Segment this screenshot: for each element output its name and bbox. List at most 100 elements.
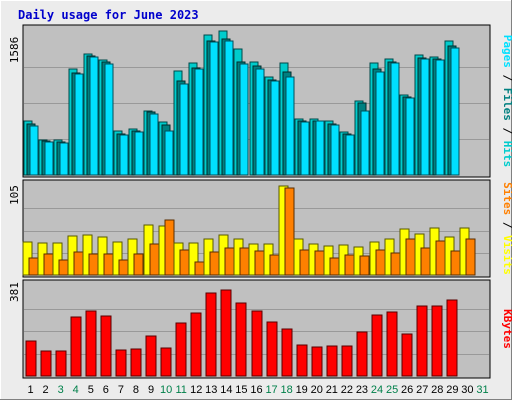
bar-sites-day-25: Sites 25: 26 <box>390 252 401 276</box>
side-label-kbytes: KBytes <box>501 309 512 349</box>
bar-pages-day-23: Pages 23: 710 <box>360 110 370 176</box>
bar-kbytes-day-23: KBytes 23: 187 <box>356 331 368 377</box>
chart-panels: 1586Hits 1: 590Files 1: 560Pages 1: 540H… <box>8 24 512 379</box>
bar-pages-day-5: Pages 5: 1300 <box>89 56 99 176</box>
bar-sites-day-12: Sites 12: 15 <box>194 261 205 276</box>
bar-kbytes-day-4: KBytes 4: 250 <box>70 316 82 377</box>
day-label-17: 17 <box>265 384 277 396</box>
bar-pages-day-10: Pages 10: 480 <box>164 130 174 176</box>
ymax-label-kbytes: 381 <box>8 282 21 302</box>
bar-pages-day-11: Pages 11: 1000 <box>179 83 189 176</box>
bar-kbytes-day-14: KBytes 14: 366 <box>220 289 232 377</box>
bar-kbytes-day-19: KBytes 19: 132 <box>296 344 308 377</box>
side-label-part: Visits <box>501 235 512 275</box>
bar-sites-day-5: Sites 5: 25 <box>88 253 99 276</box>
bar-kbytes-day-16: KBytes 16: 275 <box>251 310 263 377</box>
bar-sites-day-19: Sites 19: 30 <box>299 249 310 276</box>
bar-sites-day-28: Sites 28: 40 <box>435 240 446 276</box>
bar-pages-day-1: Pages 1: 540 <box>29 125 39 176</box>
bar-sites-day-17: Sites 17: 24 <box>269 254 280 276</box>
bar-visits-day-12: Visits 12: 38 <box>188 242 199 276</box>
bar-kbytes-day-17: KBytes 17: 230 <box>266 321 278 377</box>
bar-kbytes-day-26: KBytes 26: 178 <box>401 333 413 377</box>
bar-sites-day-29: Sites 29: 28 <box>450 250 461 276</box>
side-label-part: Files <box>501 88 512 121</box>
bar-sites-day-20: Sites 20: 28 <box>314 250 325 276</box>
side-label-part: Hits <box>501 141 512 168</box>
bar-kbytes-day-18: KBytes 18: 201 <box>281 328 293 377</box>
day-label-15: 15 <box>235 384 247 396</box>
day-label-28: 28 <box>431 384 443 396</box>
bar-sites-day-18: Sites 18: 103 <box>284 187 295 276</box>
bar-sites-day-27: Sites 27: 32 <box>420 247 431 276</box>
bar-pages-day-7: Pages 7: 440 <box>119 134 129 176</box>
bar-pages-day-14: Pages 14: 1480 <box>224 40 234 176</box>
bar-sites-day-4: Sites 4: 27 <box>73 251 84 276</box>
bar-sites-day-16: Sites 16: 28 <box>254 250 265 276</box>
day-label-6: 6 <box>103 384 109 396</box>
bar-kbytes-day-8: KBytes 8: 113 <box>130 348 142 377</box>
day-label-5: 5 <box>88 384 94 396</box>
bar-sites-day-15: Sites 15: 32 <box>239 247 250 276</box>
day-label-9: 9 <box>148 384 154 396</box>
bar-sites-day-6: Sites 6: 25 <box>103 253 114 276</box>
day-label-31: 31 <box>476 384 488 396</box>
bar-sites-day-1: Sites 1: 20 <box>28 257 39 276</box>
bar-pages-day-25: Pages 25: 1230 <box>390 62 400 176</box>
bar-kbytes-day-9: KBytes 9: 170 <box>145 335 157 377</box>
side-label-part: Pages <box>501 35 512 68</box>
day-label-27: 27 <box>416 384 428 396</box>
day-label-11: 11 <box>175 384 186 396</box>
day-label-26: 26 <box>401 384 413 396</box>
bar-sites-day-9: Sites 9: 36 <box>149 243 160 276</box>
bar-pages-day-13: Pages 13: 1470 <box>209 41 219 176</box>
day-label-24: 24 <box>371 384 383 396</box>
day-label-18: 18 <box>281 384 293 396</box>
bar-kbytes-day-25: KBytes 25: 272 <box>386 311 398 377</box>
bar-pages-day-24: Pages 24: 1130 <box>375 71 385 176</box>
day-label-20: 20 <box>311 384 323 396</box>
bar-kbytes-day-1: KBytes 1: 150 <box>25 340 37 377</box>
day-label-13: 13 <box>205 384 217 396</box>
day-label-23: 23 <box>356 384 368 396</box>
bar-pages-day-26: Pages 26: 850 <box>405 97 415 176</box>
day-label-12: 12 <box>190 384 202 396</box>
bar-kbytes-day-29: KBytes 29: 322 <box>446 299 458 377</box>
ymax-label-visits: 105 <box>8 185 21 205</box>
day-label-21: 21 <box>326 384 338 396</box>
bar-sites-day-22: Sites 22: 24 <box>344 254 355 276</box>
bar-pages-day-4: Pages 4: 1110 <box>74 73 84 176</box>
bar-sites-day-23: Sites 23: 22 <box>359 255 370 276</box>
bar-pages-day-21: Pages 21: 550 <box>330 124 340 176</box>
side-label-visits: Sites / Visits <box>501 182 512 275</box>
bar-sites-day-8: Sites 8: 25 <box>133 253 144 276</box>
bar-pages-day-28: Pages 28: 1270 <box>435 59 445 176</box>
bar-sites-day-30: Sites 30: 42 <box>465 238 476 276</box>
bar-sites-day-11: Sites 11: 30 <box>179 249 190 276</box>
bar-kbytes-day-27: KBytes 27: 298 <box>416 305 428 377</box>
bar-pages-day-29: Pages 29: 1400 <box>450 47 460 176</box>
day-label-8: 8 <box>133 384 139 396</box>
bar-kbytes-day-28: KBytes 28: 296 <box>431 305 443 377</box>
bar-pages-day-2: Pages 2: 360 <box>44 141 54 176</box>
bar-kbytes-day-6: KBytes 6: 255 <box>100 315 112 377</box>
bar-kbytes-day-3: KBytes 3: 105 <box>55 350 67 377</box>
side-label-part: / <box>501 68 512 88</box>
day-label-10: 10 <box>160 384 172 396</box>
bar-sites-day-7: Sites 7: 18 <box>118 259 129 276</box>
side-label-hits: Pages / Files / Hits <box>501 35 512 168</box>
bar-pages-day-18: Pages 18: 1080 <box>285 76 295 176</box>
day-label-19: 19 <box>296 384 308 396</box>
day-label-30: 30 <box>461 384 473 396</box>
bar-sites-day-24: Sites 24: 30 <box>375 249 386 276</box>
bar-pages-day-27: Pages 27: 1280 <box>420 58 430 176</box>
panel-kbytes: 381 KBytes 1: 150KBytes 2: 105KBytes 3: 1… <box>8 279 512 379</box>
side-label-part: KBytes <box>501 309 512 349</box>
day-label-4: 4 <box>73 384 79 396</box>
bar-pages-day-22: Pages 22: 440 <box>345 134 355 176</box>
bar-sites-day-13: Sites 13: 27 <box>209 251 220 276</box>
side-label-part: / <box>501 215 512 235</box>
day-label-14: 14 <box>220 384 232 396</box>
bar-pages-day-17: Pages 17: 1030 <box>270 80 280 176</box>
